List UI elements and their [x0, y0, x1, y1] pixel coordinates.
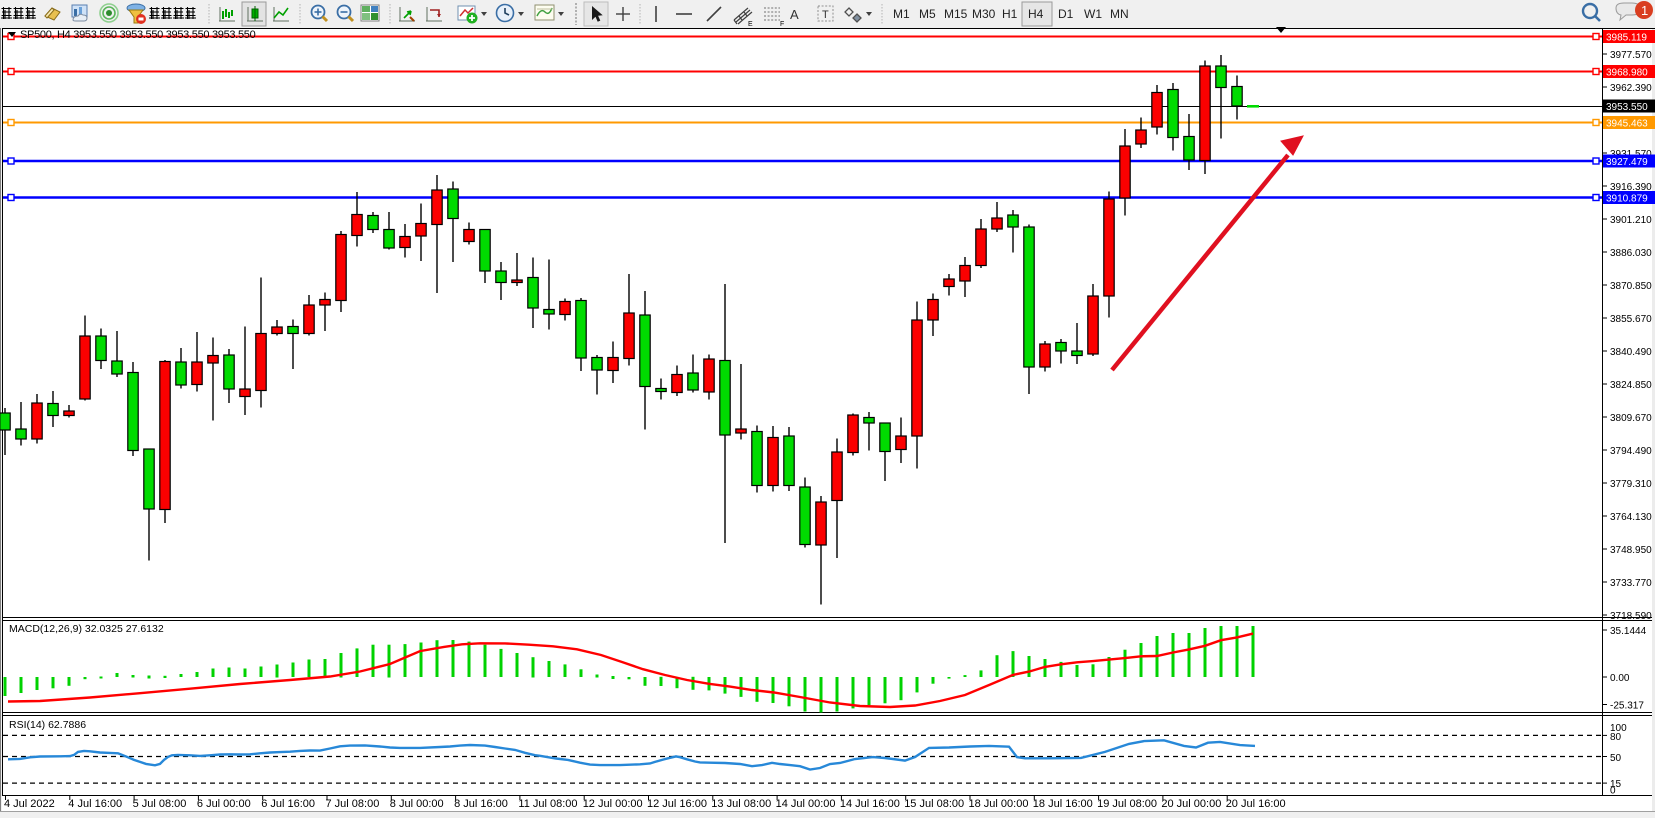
svg-text:6 Jul 00:00: 6 Jul 00:00: [197, 798, 251, 810]
svg-text:3840.490: 3840.490: [1610, 347, 1652, 358]
svg-text:3886.030: 3886.030: [1610, 248, 1652, 259]
svg-text:3855.670: 3855.670: [1610, 314, 1652, 325]
svg-text:3794.490: 3794.490: [1610, 446, 1652, 457]
svg-text:RSI(14) 62.7886: RSI(14) 62.7886: [9, 719, 86, 731]
svg-text:MN: MN: [1110, 7, 1129, 21]
svg-text:13 Jul 08:00: 13 Jul 08:00: [711, 798, 771, 810]
svg-text:3779.310: 3779.310: [1610, 479, 1652, 490]
svg-text:A: A: [790, 7, 799, 22]
svg-text:3953.550: 3953.550: [1606, 102, 1648, 113]
svg-text:M1: M1: [893, 7, 910, 21]
svg-text:14 Jul 16:00: 14 Jul 16:00: [840, 798, 900, 810]
svg-text:SP500, H4 3953.550 3953.550 3: SP500, H4 3953.550 3953.550 3953.550 395…: [20, 29, 256, 41]
svg-text:14 Jul 00:00: 14 Jul 00:00: [776, 798, 836, 810]
svg-text:3718.590: 3718.590: [1610, 611, 1652, 622]
svg-text:3824.850: 3824.850: [1610, 380, 1652, 391]
svg-text:T: T: [822, 9, 829, 21]
svg-text:15: 15: [1610, 779, 1622, 790]
svg-text:3910.879: 3910.879: [1606, 194, 1648, 205]
svg-text:12 Jul 16:00: 12 Jul 16:00: [647, 798, 707, 810]
svg-text:7 Jul 08:00: 7 Jul 08:00: [326, 798, 380, 810]
svg-text:20 Jul 16:00: 20 Jul 16:00: [1226, 798, 1286, 810]
svg-text:0.00: 0.00: [1610, 673, 1630, 684]
svg-text:W1: W1: [1084, 7, 1102, 21]
svg-text:1: 1: [1641, 3, 1648, 18]
svg-text:80: 80: [1610, 732, 1622, 743]
svg-text:18 Jul 16:00: 18 Jul 16:00: [1033, 798, 1093, 810]
svg-text:8 Jul 00:00: 8 Jul 00:00: [390, 798, 444, 810]
svg-text:0: 0: [1610, 786, 1616, 797]
svg-text:E: E: [748, 21, 753, 28]
svg-text:20 Jul 00:00: 20 Jul 00:00: [1161, 798, 1221, 810]
svg-text:3916.390: 3916.390: [1610, 182, 1652, 193]
svg-text:3809.670: 3809.670: [1610, 413, 1652, 424]
svg-text:3870.850: 3870.850: [1610, 281, 1652, 292]
svg-text:3962.390: 3962.390: [1610, 83, 1652, 94]
svg-text:12 Jul 00:00: 12 Jul 00:00: [583, 798, 643, 810]
svg-text:H4: H4: [1028, 7, 1044, 21]
svg-text:3977.570: 3977.570: [1610, 50, 1652, 61]
svg-text:19 Jul 08:00: 19 Jul 08:00: [1097, 798, 1157, 810]
svg-text:M15: M15: [944, 7, 968, 21]
svg-text:5 Jul 08:00: 5 Jul 08:00: [133, 798, 187, 810]
svg-text:3985.119: 3985.119: [1606, 33, 1647, 44]
svg-text:F: F: [780, 21, 784, 28]
svg-text:-25.317: -25.317: [1610, 701, 1644, 712]
svg-text:MACD(12,26,9) 32.0325 27.6132: MACD(12,26,9) 32.0325 27.6132: [9, 623, 164, 635]
svg-text:100: 100: [1610, 723, 1627, 734]
svg-text:3945.463: 3945.463: [1606, 119, 1648, 130]
svg-text:3733.770: 3733.770: [1610, 578, 1652, 589]
svg-text:8 Jul 16:00: 8 Jul 16:00: [454, 798, 508, 810]
svg-text:3968.980: 3968.980: [1606, 68, 1648, 79]
svg-text:3748.950: 3748.950: [1610, 545, 1652, 556]
svg-text:18 Jul 00:00: 18 Jul 00:00: [969, 798, 1029, 810]
svg-text:D1: D1: [1058, 7, 1074, 21]
svg-text:11 Jul 08:00: 11 Jul 08:00: [518, 798, 577, 810]
svg-text:15 Jul 08:00: 15 Jul 08:00: [904, 798, 964, 810]
svg-text:4 Jul 2022: 4 Jul 2022: [4, 798, 55, 810]
svg-text:3927.479: 3927.479: [1606, 157, 1648, 168]
svg-text:4 Jul 16:00: 4 Jul 16:00: [68, 798, 122, 810]
svg-text:H1: H1: [1002, 7, 1018, 21]
svg-text:3764.130: 3764.130: [1610, 512, 1652, 523]
svg-text:35.1444: 35.1444: [1610, 626, 1647, 637]
svg-text:M5: M5: [919, 7, 936, 21]
svg-text:6 Jul 16:00: 6 Jul 16:00: [261, 798, 315, 810]
svg-text:M30: M30: [972, 7, 996, 21]
svg-text:50: 50: [1610, 753, 1622, 764]
svg-text:3901.210: 3901.210: [1610, 215, 1652, 226]
